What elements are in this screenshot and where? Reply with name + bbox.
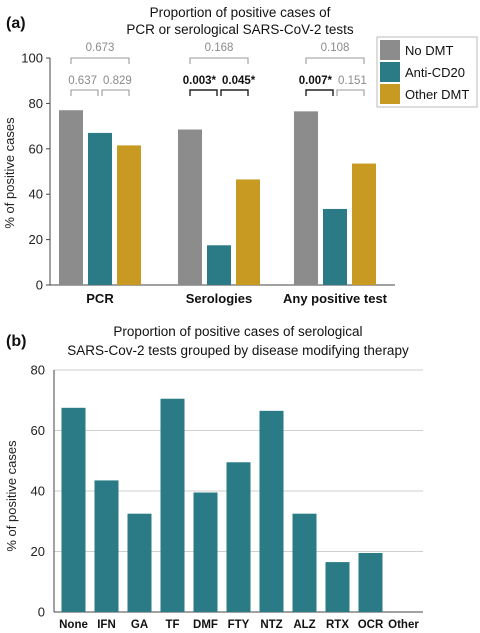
bar xyxy=(160,398,185,612)
p-value-label: 0.637 xyxy=(68,75,97,87)
significance-bracket xyxy=(189,89,218,96)
significance-bracket xyxy=(101,89,130,96)
x-category-label: DMF xyxy=(193,619,218,631)
bar xyxy=(236,179,260,285)
panel-a-title-line2: PCR or serological SARS-CoV-2 tests xyxy=(126,22,354,37)
panel-b-y-axis-label: % of positive cases xyxy=(4,440,19,552)
x-category-label: FTY xyxy=(228,619,250,631)
bar xyxy=(59,110,83,286)
bar xyxy=(352,163,376,285)
panel-a-title-line1: Proportion of positive cases of xyxy=(150,5,331,20)
panel-b-chart: 0 20 40 60 80 None IFN GA TF DMF FTY NTZ ALZ RTX OCR Ot… xyxy=(31,363,423,631)
p-value-label: 0.007* xyxy=(299,75,333,87)
bar xyxy=(292,513,317,612)
x-category-label: Any positive test xyxy=(283,291,388,306)
panel-b-title-line2: SARS-Cov-2 tests grouped by disease modi… xyxy=(67,343,409,358)
bar xyxy=(259,410,284,612)
legend: No DMT Anti-CD20 Other DMT xyxy=(376,36,478,108)
y-tick-label: 80 xyxy=(31,363,45,378)
significance-bracket xyxy=(189,57,249,64)
bar xyxy=(117,145,141,285)
x-category-label: Serologies xyxy=(186,291,252,306)
significance-bracket xyxy=(305,57,365,64)
significance-bracket xyxy=(336,89,365,96)
y-tick-label: 40 xyxy=(29,187,43,202)
significance-bracket xyxy=(305,89,334,96)
x-category-label: RTX xyxy=(326,619,349,631)
panel-a-y-axis-label: % of positive cases xyxy=(2,117,17,229)
x-category-label: NTZ xyxy=(260,619,282,631)
p-value-label: 0.045* xyxy=(222,75,256,87)
bar xyxy=(358,553,383,612)
x-category-label: Other xyxy=(388,619,419,631)
y-tick-label: 80 xyxy=(29,96,43,111)
y-tick-label: 0 xyxy=(38,605,45,620)
y-tick-label: 100 xyxy=(21,51,43,66)
bar xyxy=(94,480,119,612)
bar xyxy=(193,492,218,612)
legend-swatch xyxy=(380,62,400,82)
x-category-label: GA xyxy=(131,619,148,631)
x-category-label: TF xyxy=(165,619,179,631)
p-value-label: 0.673 xyxy=(86,42,115,54)
bar xyxy=(323,208,347,285)
p-value-label: 0.829 xyxy=(103,75,132,87)
bar xyxy=(207,245,231,285)
y-tick-label: 60 xyxy=(31,423,45,438)
significance-bracket xyxy=(70,57,130,64)
bar xyxy=(325,562,350,612)
p-value-label: 0.108 xyxy=(321,42,350,54)
panel-a-chart: 0 20 40 60 80 100 PCR Serologies Any positive te… xyxy=(21,36,478,306)
p-value-label: 0.151 xyxy=(338,75,367,87)
y-tick-label: 40 xyxy=(31,484,45,499)
significance-bracket xyxy=(70,89,99,96)
bar xyxy=(127,513,152,612)
legend-swatch xyxy=(380,40,400,60)
significance-bracket xyxy=(220,89,249,96)
panel-b-title-line1: Proportion of positive cases of serologi… xyxy=(113,324,362,339)
bar xyxy=(226,462,251,612)
x-category-label: ALZ xyxy=(293,619,315,631)
x-category-label: OCR xyxy=(358,619,384,631)
x-category-label: IFN xyxy=(97,619,116,631)
y-tick-label: 20 xyxy=(31,544,45,559)
bar xyxy=(178,129,202,285)
x-category-label: PCR xyxy=(86,291,114,306)
panel-b-label: (b) xyxy=(6,333,26,350)
y-tick-label: 0 xyxy=(36,278,43,293)
legend-label: Other DMT xyxy=(405,87,469,102)
p-value-label: 0.168 xyxy=(205,42,234,54)
legend-swatch xyxy=(380,84,400,104)
y-tick-label: 60 xyxy=(29,141,43,156)
x-category-label: None xyxy=(59,619,88,631)
legend-label: No DMT xyxy=(405,43,453,58)
bar xyxy=(61,407,86,612)
p-value-label: 0.003* xyxy=(183,75,217,87)
y-tick-label: 20 xyxy=(29,232,43,247)
bar xyxy=(294,111,318,285)
legend-label: Anti-CD20 xyxy=(405,65,465,80)
panel-a-label: (a) xyxy=(6,15,26,32)
bar xyxy=(88,132,112,285)
